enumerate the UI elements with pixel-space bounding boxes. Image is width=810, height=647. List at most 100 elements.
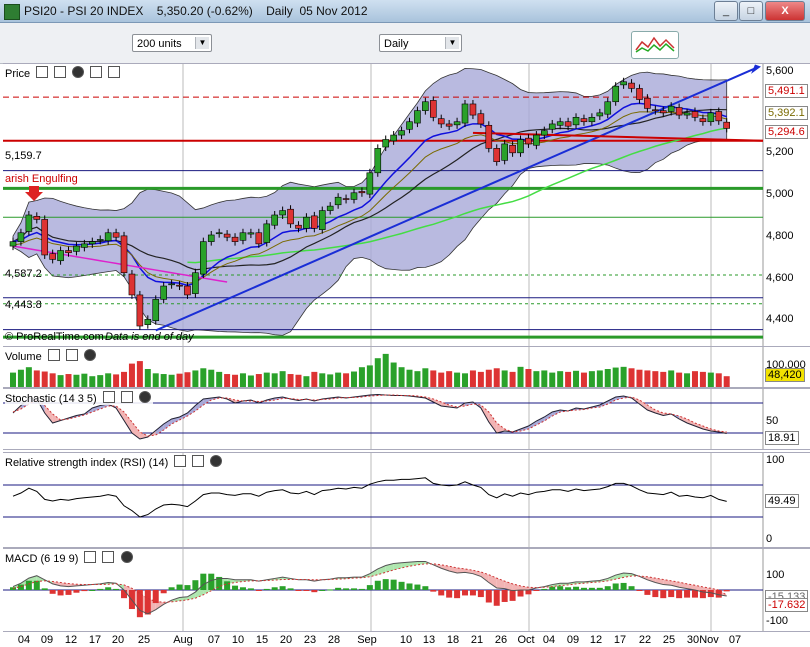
candle-body xyxy=(41,219,49,256)
level-label: 5,159.7 xyxy=(5,150,42,162)
volume-bar xyxy=(660,371,667,387)
volume-bar xyxy=(517,366,524,387)
indicators-button[interactable] xyxy=(631,31,679,59)
macd-histogram-bar xyxy=(73,590,80,593)
volume-bar xyxy=(271,373,278,387)
candle-body xyxy=(374,148,382,174)
candle-body xyxy=(723,121,731,129)
maximize-button[interactable]: □ xyxy=(739,1,763,21)
volume-bar xyxy=(263,372,270,387)
macd-histogram-bar xyxy=(390,579,397,590)
stochastic-fill xyxy=(607,397,616,404)
x-tick-label: 20 xyxy=(112,634,124,646)
close-icon[interactable] xyxy=(72,66,85,78)
macd-fill xyxy=(679,582,688,589)
candle-body xyxy=(683,112,691,116)
volume-bar xyxy=(208,369,215,387)
rsi-panel-header: Relative strength index (RSI) (14) xyxy=(5,455,225,469)
close-icon[interactable] xyxy=(138,391,151,403)
window-icon[interactable] xyxy=(65,349,78,361)
volume-bar xyxy=(446,371,453,387)
candle-body xyxy=(667,105,675,112)
minimize-button[interactable]: _ xyxy=(714,1,738,21)
volume-bar xyxy=(200,368,207,387)
wrench-icon[interactable] xyxy=(174,455,187,467)
window-icon[interactable] xyxy=(54,66,67,78)
macd-panel: MACD (6 19 9) xyxy=(3,548,810,632)
x-tick-label: 10 xyxy=(232,634,244,646)
volume-bar xyxy=(41,371,48,387)
window-icon[interactable] xyxy=(102,551,115,563)
x-tick-label: Oct xyxy=(517,634,534,646)
stochastic-fill xyxy=(179,413,188,420)
wrench-icon[interactable] xyxy=(102,391,115,403)
candle-body xyxy=(636,88,643,100)
volume-bar xyxy=(358,367,365,387)
value-badge: -17.632 xyxy=(765,598,809,612)
x-tick-label: 17 xyxy=(614,634,626,646)
volume-bar xyxy=(17,369,24,387)
y-tick: 100 xyxy=(766,454,785,466)
candle-body xyxy=(263,223,271,243)
candle-body xyxy=(659,110,667,114)
stochastic-fill xyxy=(203,398,212,405)
macd-fill xyxy=(615,573,624,580)
close-icon[interactable] xyxy=(83,349,96,361)
volume-bar xyxy=(557,371,564,387)
wrench-icon[interactable] xyxy=(47,349,60,361)
footer-note: Data is end of day xyxy=(105,331,194,343)
macd-histogram-bar xyxy=(303,590,310,591)
macd-histogram-bar xyxy=(406,583,413,590)
stochastic-d-line xyxy=(12,394,727,437)
move-down-icon[interactable] xyxy=(108,66,121,78)
macd-histogram-bar xyxy=(477,590,484,598)
stochastic-fill xyxy=(687,419,695,426)
volume-bar xyxy=(501,370,508,387)
stochastic-fill xyxy=(187,405,196,416)
close-icon[interactable] xyxy=(210,455,223,467)
macd-histogram-bar xyxy=(144,590,151,615)
x-tick-label: 26 xyxy=(495,634,507,646)
close-button[interactable]: X xyxy=(765,1,805,21)
volume-bar xyxy=(469,370,476,387)
move-up-icon[interactable] xyxy=(90,66,103,78)
period-select[interactable]: Daily ▼ xyxy=(379,34,462,52)
stochastic-panel: Stochastic (14 3 5) xyxy=(3,388,810,450)
window-icon[interactable] xyxy=(120,391,133,403)
x-tick-label: Sep xyxy=(357,634,377,646)
candle-body xyxy=(152,299,160,321)
volume-bar xyxy=(565,371,572,387)
close-icon[interactable] xyxy=(120,551,133,563)
y-tick: 4,400 xyxy=(766,313,794,325)
stochastic-fill xyxy=(155,424,164,435)
volume-bar xyxy=(620,366,627,387)
candle-body xyxy=(620,81,627,86)
candle-body xyxy=(675,107,683,116)
macd-histogram-bar xyxy=(358,588,365,590)
units-select[interactable]: 200 units ▼ xyxy=(132,34,212,52)
stochastic-fill xyxy=(655,410,664,416)
stochastic-fill xyxy=(131,422,140,439)
wrench-icon[interactable] xyxy=(36,66,49,78)
window-icon[interactable] xyxy=(192,455,205,467)
value-badge: 48,420 xyxy=(765,368,805,382)
macd-histogram-bar xyxy=(533,590,540,591)
macd-fill xyxy=(441,564,450,571)
stochastic-fill xyxy=(528,421,537,429)
macd-histogram-bar xyxy=(255,590,262,591)
volume-bar xyxy=(707,372,714,387)
macd-histogram-bar xyxy=(676,590,683,599)
candle-body xyxy=(200,241,207,275)
x-axis: 04 09 12 17 20 25 Aug 07 10 15 20 23 28 Sep 10 13 18 21 26… xyxy=(18,634,741,646)
value-badge: 49.49 xyxy=(765,494,799,508)
volume-bar xyxy=(136,361,143,387)
pattern-arrow-icon xyxy=(25,186,43,201)
volume-bar xyxy=(25,367,32,387)
candle-body xyxy=(89,241,96,245)
volume-bar xyxy=(287,374,294,387)
candle-body xyxy=(366,172,374,195)
candle-body xyxy=(414,110,421,124)
wrench-icon[interactable] xyxy=(84,551,97,563)
macd-histogram-bar xyxy=(49,590,56,594)
volume-bar xyxy=(382,353,389,387)
